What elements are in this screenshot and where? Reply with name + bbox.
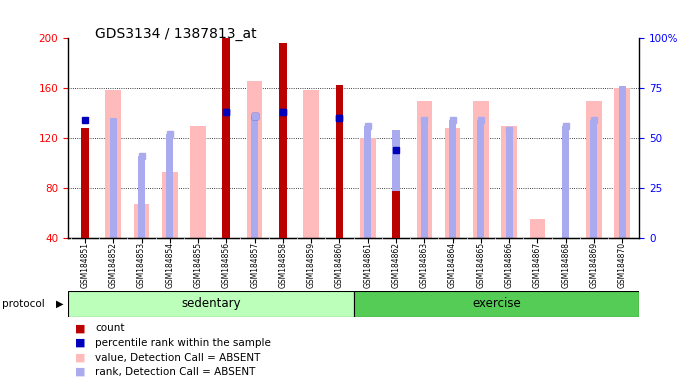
Bar bbox=[247, 81, 262, 238]
Text: GSM184866: GSM184866 bbox=[505, 242, 513, 288]
Text: value, Detection Call = ABSENT: value, Detection Call = ABSENT bbox=[95, 353, 260, 362]
Bar bbox=[190, 126, 206, 238]
Text: GSM184865: GSM184865 bbox=[477, 242, 486, 288]
Bar bbox=[530, 219, 545, 238]
Bar bbox=[360, 138, 375, 238]
Text: GSM184853: GSM184853 bbox=[137, 242, 146, 288]
Text: GSM184859: GSM184859 bbox=[307, 242, 316, 288]
Bar bbox=[109, 118, 117, 238]
Bar bbox=[162, 172, 177, 238]
Text: protocol: protocol bbox=[2, 299, 45, 309]
Text: GSM184854: GSM184854 bbox=[165, 242, 174, 288]
Text: GSM184869: GSM184869 bbox=[590, 242, 598, 288]
Text: GSM184861: GSM184861 bbox=[363, 242, 372, 288]
Bar bbox=[279, 43, 287, 238]
Bar bbox=[68, 291, 354, 317]
Bar bbox=[335, 84, 343, 238]
Bar bbox=[417, 101, 432, 238]
Bar bbox=[477, 120, 484, 238]
Bar bbox=[279, 118, 286, 238]
Text: ■: ■ bbox=[75, 367, 85, 377]
Text: GSM184857: GSM184857 bbox=[250, 242, 259, 288]
Bar bbox=[105, 89, 121, 238]
Text: GSM184858: GSM184858 bbox=[278, 242, 288, 288]
Bar bbox=[81, 128, 89, 238]
Text: ▶: ▶ bbox=[56, 299, 63, 309]
Text: GSM184852: GSM184852 bbox=[109, 242, 118, 288]
Text: GSM184863: GSM184863 bbox=[420, 242, 429, 288]
Text: ■: ■ bbox=[75, 338, 85, 348]
Bar bbox=[303, 89, 319, 238]
Text: ■: ■ bbox=[75, 353, 85, 362]
Bar bbox=[615, 88, 630, 238]
Text: GSM184868: GSM184868 bbox=[561, 242, 570, 288]
Text: count: count bbox=[95, 323, 124, 333]
Text: rank, Detection Call = ABSENT: rank, Detection Call = ABSENT bbox=[95, 367, 256, 377]
Bar bbox=[619, 86, 626, 238]
Bar bbox=[392, 130, 400, 238]
Bar bbox=[562, 126, 569, 238]
Bar bbox=[392, 190, 400, 238]
Bar bbox=[506, 130, 513, 238]
Text: GSM184862: GSM184862 bbox=[392, 242, 401, 288]
Bar bbox=[445, 128, 460, 238]
Bar bbox=[364, 126, 371, 238]
Bar bbox=[501, 126, 517, 238]
Bar bbox=[473, 101, 489, 238]
Text: ■: ■ bbox=[75, 323, 85, 333]
Bar bbox=[167, 134, 173, 238]
Bar bbox=[222, 38, 231, 238]
Text: GSM184856: GSM184856 bbox=[222, 242, 231, 288]
Text: GSM184870: GSM184870 bbox=[617, 242, 627, 288]
Bar bbox=[586, 101, 602, 238]
Text: GSM184860: GSM184860 bbox=[335, 242, 344, 288]
Text: GDS3134 / 1387813_at: GDS3134 / 1387813_at bbox=[95, 27, 257, 41]
Bar bbox=[421, 120, 428, 238]
Text: GSM184864: GSM184864 bbox=[448, 242, 457, 288]
Bar bbox=[449, 120, 456, 238]
Text: GSM184867: GSM184867 bbox=[533, 242, 542, 288]
Text: percentile rank within the sample: percentile rank within the sample bbox=[95, 338, 271, 348]
Bar bbox=[138, 156, 145, 238]
Bar bbox=[134, 204, 150, 238]
Text: GSM184855: GSM184855 bbox=[194, 242, 203, 288]
Text: sedentary: sedentary bbox=[181, 297, 241, 310]
Text: GSM184851: GSM184851 bbox=[80, 242, 90, 288]
Text: exercise: exercise bbox=[472, 297, 521, 310]
Bar bbox=[251, 116, 258, 238]
Bar bbox=[354, 291, 639, 317]
Bar bbox=[590, 120, 598, 238]
